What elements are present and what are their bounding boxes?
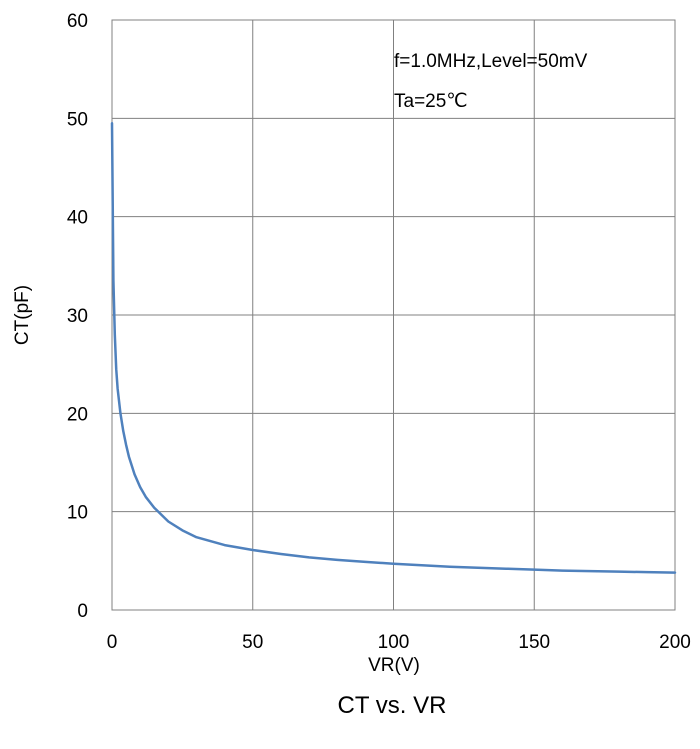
x-tick-labels: 0 50 100 150 200 [107, 632, 691, 653]
annotation-conditions: f=1.0MHz,Level=50mV [394, 51, 588, 72]
y-tick-label-6: 60 [67, 11, 88, 32]
series-line-0 [110, 122, 677, 574]
x-tick-label-2: 100 [378, 632, 410, 653]
x-tick-label-0: 0 [107, 632, 118, 653]
x-axis-label: VR(V) [368, 655, 420, 676]
y-tick-label-2: 20 [67, 404, 88, 425]
y-tick-label-5: 50 [67, 109, 88, 130]
plot-frame [111, 19, 676, 611]
annotation-temperature: Ta=25℃ [394, 91, 468, 112]
y-axis-label: CT(pF) [12, 285, 33, 345]
y-tick-label-3: 30 [67, 306, 88, 327]
x-tick-label-4: 200 [659, 632, 691, 653]
y-tick-label-1: 10 [67, 503, 88, 524]
y-tick-labels: 0 10 20 30 40 50 60 [67, 11, 88, 622]
x-tick-label-1: 50 [242, 632, 263, 653]
y-tick-label-4: 40 [67, 208, 88, 229]
x-tick-label-3: 150 [518, 632, 550, 653]
series-group [110, 122, 677, 574]
chart-title: CT vs. VR [338, 692, 447, 719]
y-tick-label-0: 0 [77, 601, 88, 622]
